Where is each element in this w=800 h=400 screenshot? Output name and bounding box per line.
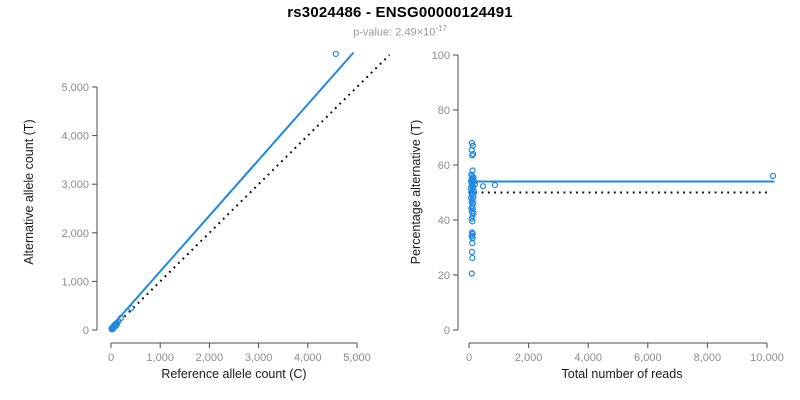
y-tick-label: 80 <box>438 105 450 117</box>
y-tick-label: 1,000 <box>61 276 89 288</box>
x-tick-label: 2,000 <box>196 352 224 364</box>
left-scatter-plot: 0 1,000 2,000 3,000 4,000 5,000 0 1,000 2,000 3,0… <box>0 40 400 400</box>
data-point <box>468 208 476 215</box>
x-tick-label: 5,000 <box>343 352 371 364</box>
x-tick-label: 1,000 <box>146 352 174 364</box>
x-axis-label: Reference allele count (C) <box>161 367 306 381</box>
data-point <box>469 218 476 225</box>
x-tick-label: 2,000 <box>515 352 543 364</box>
data-point <box>113 320 121 327</box>
y-tick-label: 20 <box>438 270 450 282</box>
pvalue-text: p-value: 2.49×10 <box>353 26 436 39</box>
x-tick-label: 10,000 <box>750 352 784 364</box>
data-point <box>468 248 476 255</box>
identity-line <box>110 54 391 331</box>
data-point <box>479 183 487 190</box>
data-point <box>469 254 476 262</box>
pvalue-exponent: -17 <box>435 24 447 33</box>
data-point <box>128 305 135 312</box>
x-tick-label: 0 <box>108 352 114 364</box>
data-point <box>114 318 122 326</box>
data-point <box>491 181 499 189</box>
page-title: rs3024486 - ENSG00000124491 <box>287 4 513 21</box>
y-tick-label: 40 <box>438 215 450 227</box>
data-point <box>469 172 476 180</box>
x-tick-label: 3,000 <box>245 352 273 364</box>
x-tick-label: 4,000 <box>574 352 602 364</box>
data-point <box>468 182 475 189</box>
y-tick-label: 3,000 <box>61 179 89 191</box>
right-scatter-plot: 0 2,000 4,000 6,000 8,000 10,000 0 20 40 60 80 100 T… <box>400 40 800 400</box>
left-plot-svg: 0 1,000 2,000 3,000 4,000 5,000 0 1,000 2,000 3,0… <box>22 50 391 381</box>
y-tick-label: 0 <box>83 325 89 337</box>
right-plot-svg: 0 2,000 4,000 6,000 8,000 10,000 0 20 40 60 80 100 T… <box>409 50 784 381</box>
data-point <box>469 152 476 159</box>
y-tick-label: 0 <box>444 325 450 337</box>
y-tick-label: 60 <box>438 160 450 172</box>
y-tick-label: 100 <box>432 50 450 62</box>
x-tick-label: 6,000 <box>634 352 662 364</box>
data-point <box>469 240 476 247</box>
data-point <box>468 215 475 222</box>
data-point <box>468 139 476 147</box>
x-axis-label: Total number of reads <box>562 367 683 381</box>
data-point <box>469 205 476 213</box>
data-point <box>468 199 475 206</box>
y-tick-label: 5,000 <box>61 82 89 94</box>
y-axis-label: Alternative allele count (T) <box>22 119 36 264</box>
y-axis-label: Percentage alternative (T) <box>409 120 423 265</box>
data-point <box>769 172 777 180</box>
x-tick-label: 0 <box>466 352 472 364</box>
data-point <box>468 270 475 277</box>
pvalue-subtitle: p-value: 2.49×10-17 <box>0 24 800 39</box>
x-tick-label: 4,000 <box>294 352 322 364</box>
data-point <box>117 314 125 322</box>
data-point <box>332 50 339 58</box>
figure-header: rs3024486 - ENSG00000124491 p-value: 2.4… <box>0 4 800 39</box>
data-point <box>470 210 477 217</box>
y-tick-label: 2,000 <box>61 228 89 240</box>
x-tick-label: 8,000 <box>694 352 722 364</box>
data-point <box>470 150 477 158</box>
fit-line <box>110 51 355 328</box>
y-tick-label: 4,000 <box>61 131 89 143</box>
